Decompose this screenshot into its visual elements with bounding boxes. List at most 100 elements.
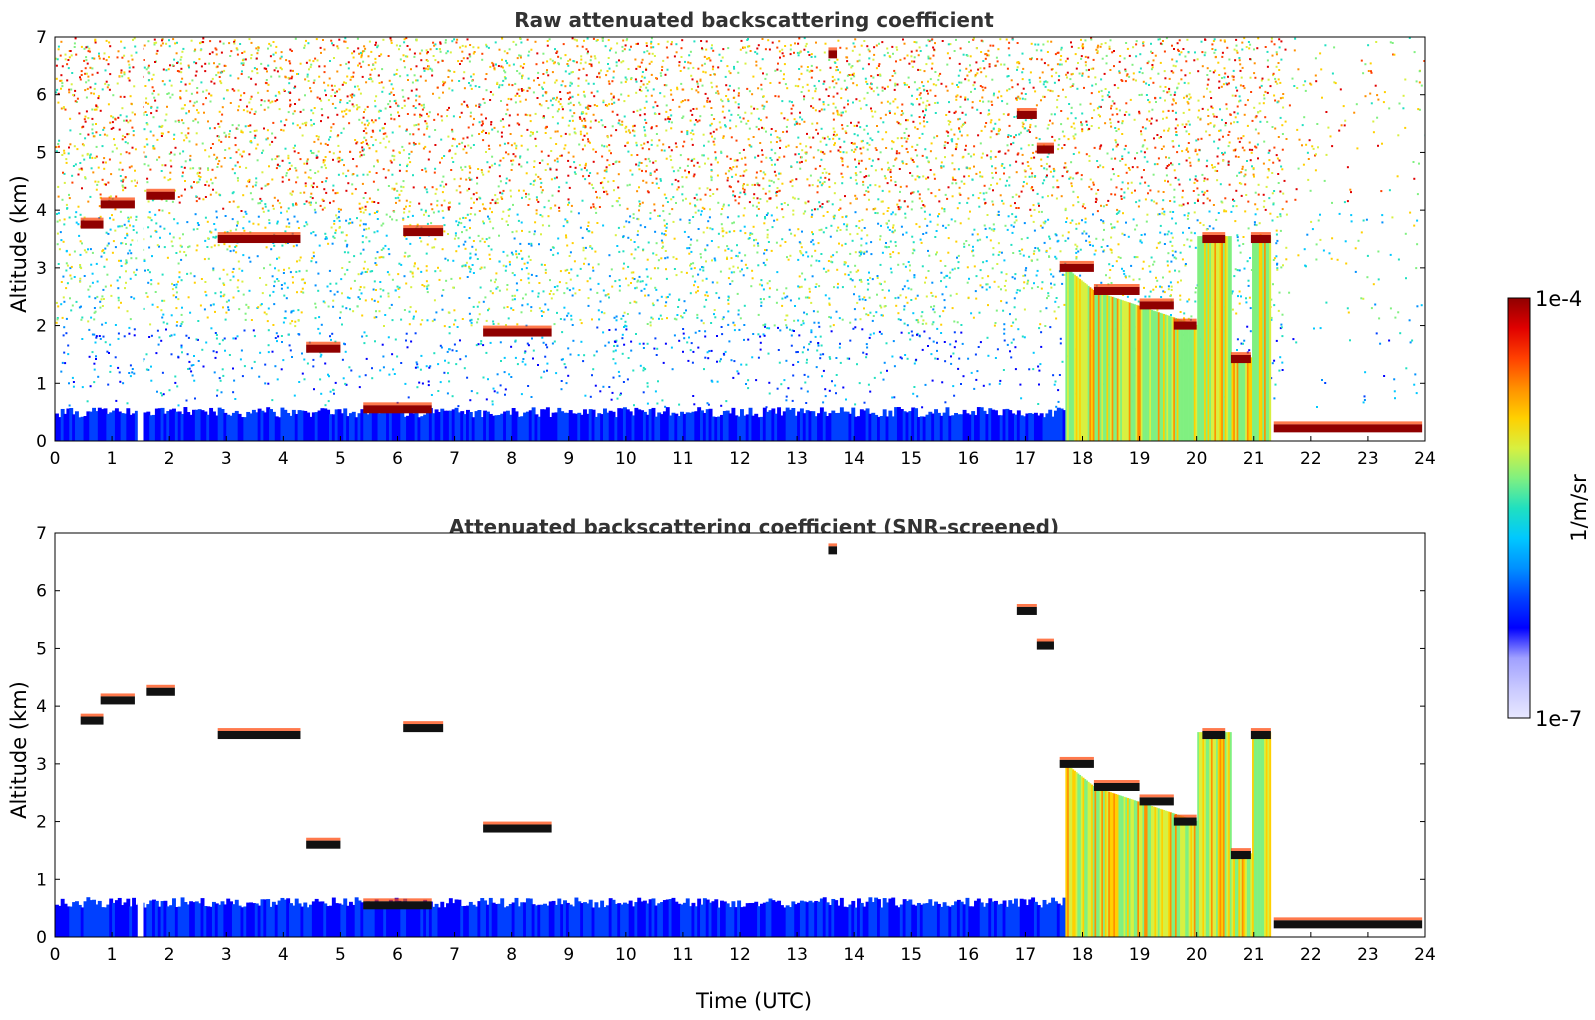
x-tick-label: 11: [672, 449, 694, 469]
cloud-layer-edge: [828, 47, 838, 51]
x-tick-label: 1: [107, 449, 118, 469]
x-tick-label: 13: [786, 945, 808, 965]
cloud-layer: [403, 724, 444, 733]
cloud-layer: [1093, 782, 1140, 791]
cloud-layer-edge: [1036, 638, 1054, 642]
cloud-layer-edge: [146, 188, 175, 192]
cloud-layer-edge: [1139, 794, 1174, 798]
cloud-layer-edge: [1273, 917, 1423, 921]
cloud-layer-edge: [306, 341, 341, 345]
cloud-layer-edge: [80, 217, 104, 221]
y-ticks: 0 1 2 3 4 5 6 7: [36, 28, 1425, 452]
cloud-layers: [80, 47, 1423, 433]
x-tick-label: 24: [1414, 945, 1436, 965]
cloud-layer: [1059, 263, 1094, 272]
data-gap: [137, 37, 144, 441]
x-tick-label: 4: [278, 945, 289, 965]
cloud-layer: [100, 200, 135, 209]
x-tick-label: 3: [221, 449, 232, 469]
y-tick-label: 3: [36, 755, 47, 775]
cloud-layer-edge: [100, 693, 135, 697]
x-tick-label: 19: [1129, 945, 1151, 965]
colorbar-min-label: 1e-7: [1535, 707, 1582, 731]
cloud-layer: [80, 716, 104, 725]
snr-screened-backscatter-panel: Attenuated backscattering coefficient (S…: [7, 515, 1436, 965]
plot-frame: [54, 532, 1426, 938]
x-tick-label: 23: [1357, 945, 1379, 965]
y-tick-label: 6: [36, 86, 47, 106]
cloud-layer-edge: [146, 684, 175, 688]
cloud-layer: [1250, 730, 1271, 740]
x-tick-label: 19: [1129, 449, 1151, 469]
x-axis-label: Time (UTC): [695, 989, 812, 1013]
cloud-layer-edge: [828, 543, 838, 547]
x-tick-label: 5: [335, 449, 346, 469]
cloud-layer: [1139, 301, 1174, 310]
cloud-layer: [217, 730, 301, 740]
x-tick-label: 0: [50, 449, 61, 469]
y-axis-label: Altitude (km): [7, 175, 31, 313]
colorbar-unit-label: 1/m/sr: [1567, 474, 1591, 542]
cloud-layer: [1202, 234, 1226, 244]
cloud-layer-edge: [217, 232, 301, 235]
cloud-layer-edge: [483, 821, 552, 825]
x-tick-label: 9: [563, 945, 574, 965]
x-tick-label: 15: [900, 449, 922, 469]
y-tick-label: 4: [36, 697, 47, 717]
boundary-layer: [55, 407, 1067, 441]
y-tick-label: 1: [36, 870, 47, 890]
cloud-layer-edge: [217, 728, 301, 731]
y-tick-label: 2: [36, 317, 47, 337]
y-tick-label: 0: [36, 432, 47, 452]
x-tick-label: 16: [958, 945, 980, 965]
plot-frame: [54, 36, 1426, 442]
cloud-layer-edge: [403, 721, 444, 725]
cloud-layer: [1016, 110, 1037, 119]
cloud-layer: [306, 344, 341, 353]
cloud-layer-edge: [1250, 232, 1271, 235]
cloud-layer-edge: [80, 713, 104, 717]
cloud-layer-edge: [306, 837, 341, 841]
heatmap-area: [55, 533, 1425, 937]
x-tick-label: 17: [1015, 449, 1037, 469]
x-tick-label: 2: [164, 449, 175, 469]
cloud-layer-edge: [1202, 232, 1226, 235]
cloud-layer-edge: [1230, 352, 1251, 356]
x-tick-label: 7: [449, 945, 460, 965]
y-tick-label: 3: [36, 259, 47, 279]
cloud-layer: [483, 328, 552, 337]
noise-speckle: [55, 37, 1425, 409]
cloud-layer: [828, 50, 838, 59]
x-tick-label: 14: [843, 449, 865, 469]
x-tick-label: 12: [729, 945, 751, 965]
cloud-layer: [1273, 424, 1423, 433]
cloud-layer-edge: [1230, 848, 1251, 852]
x-tick-label: 16: [958, 449, 980, 469]
y-tick-label: 7: [36, 28, 47, 48]
data-gap: [137, 533, 144, 937]
cloud-layer-edge: [363, 402, 432, 406]
cloud-layer-edge: [1016, 603, 1037, 607]
cloud-layer: [146, 191, 175, 200]
x-tick-label: 5: [335, 945, 346, 965]
cloud-layer: [363, 901, 432, 910]
cloud-layer-edge: [1250, 728, 1271, 731]
cloud-layer: [306, 840, 341, 849]
cloud-layer-edge: [1202, 728, 1226, 731]
cloud-layer: [217, 234, 301, 244]
x-tick-label: 22: [1300, 945, 1322, 965]
y-tick-label: 6: [36, 582, 47, 602]
x-tick-label: 8: [506, 945, 517, 965]
x-tick-label: 12: [729, 449, 751, 469]
x-tick-label: 21: [1243, 449, 1265, 469]
cloud-layer: [1230, 851, 1251, 860]
cloud-layer: [1202, 730, 1226, 740]
colorbar: 1e-4 1e-7 1/m/sr: [1507, 287, 1591, 731]
y-tick-label: 2: [36, 813, 47, 833]
cloud-layer: [1250, 234, 1271, 244]
x-tick-label: 3: [221, 945, 232, 965]
cloud-layer: [100, 696, 135, 705]
cloud-layer: [1139, 797, 1174, 806]
x-tick-label: 8: [506, 449, 517, 469]
heatmap-area: [55, 37, 1425, 441]
